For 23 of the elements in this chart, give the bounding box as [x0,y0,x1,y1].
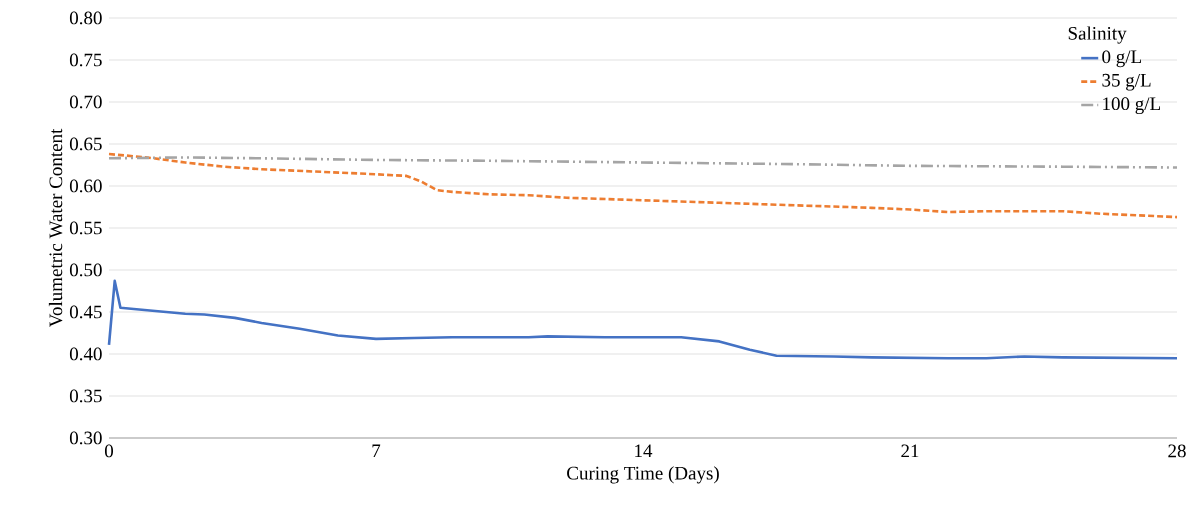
y-tick-label: 0.30 [69,431,102,445]
y-tick-label: 0.80 [69,11,102,25]
y-tick-label: 0.45 [69,305,102,319]
x-tick-label: 21 [901,444,919,458]
line-series [107,279,1179,360]
y-tick-label: 0.35 [69,389,102,403]
y-tick-label: 0.55 [69,221,102,235]
x-tick-label: 14 [635,444,653,458]
x-tick-label: 28 [1168,444,1186,458]
y-tick-label: 0.50 [69,263,102,277]
y-tick-label: 0.65 [69,137,102,151]
legend-label: 35 g/L [1102,73,1151,91]
x-axis-title: Curing Time (Days) [567,466,719,484]
legend-label: 100 g/L [1103,97,1160,115]
x-tick-label: 0 [104,444,114,458]
y-tick-label: 0.70 [69,95,102,109]
x-tick-label: 7 [372,444,381,457]
y-axis-title: Volumetric Water Content [48,128,63,328]
y-tick-label: 0.75 [69,53,102,67]
legend-label: 0 g/L [1102,50,1141,68]
legend-title: Salinity [1068,26,1127,44]
y-tick-label: 0.60 [69,179,102,193]
y-tick-label: 0.40 [69,347,102,361]
